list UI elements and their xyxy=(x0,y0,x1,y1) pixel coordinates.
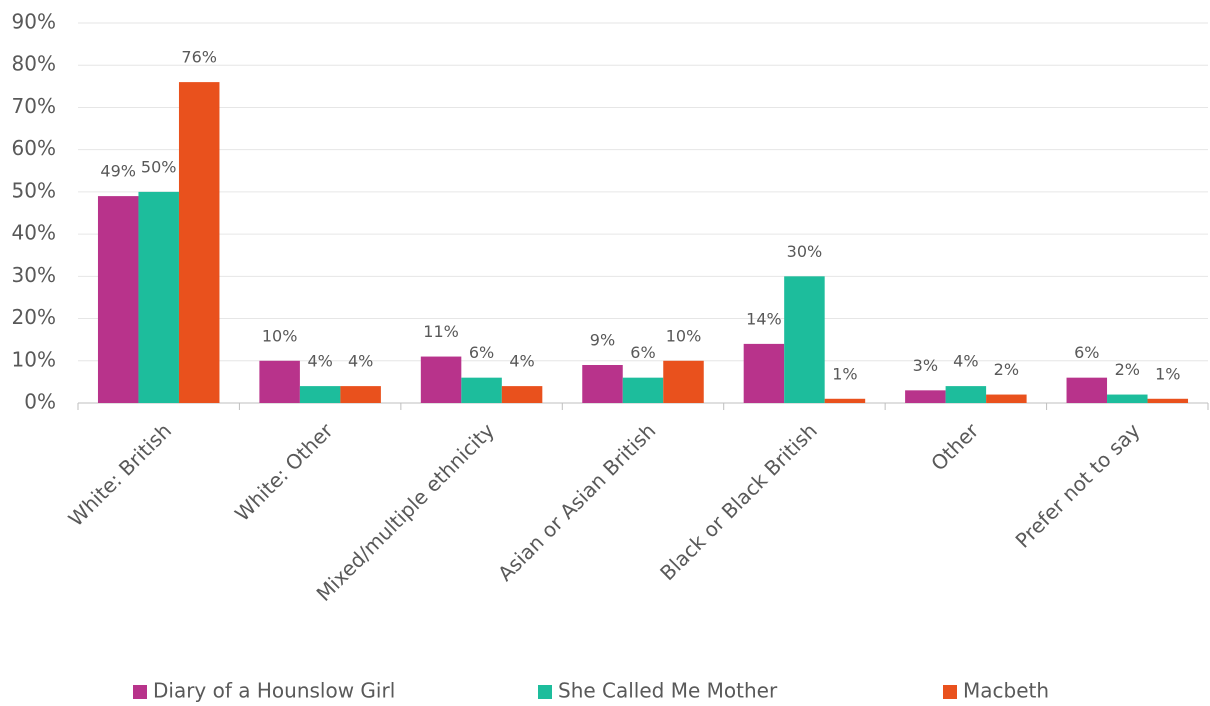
value-label: 10% xyxy=(262,326,298,345)
value-label: 6% xyxy=(469,343,494,362)
bar xyxy=(420,356,462,403)
x-tick-label: Prefer not to say xyxy=(1011,418,1145,552)
bar xyxy=(178,82,220,403)
bar xyxy=(824,398,866,403)
y-tick-label: 40% xyxy=(12,221,56,245)
bar xyxy=(1107,394,1148,403)
x-tick-label: White: Other xyxy=(230,418,338,526)
y-tick-label: 30% xyxy=(12,263,56,287)
bar xyxy=(461,377,502,403)
x-tick-label: Mixed/multiple ethnicity xyxy=(312,418,500,606)
value-label: 49% xyxy=(100,162,136,181)
y-tick-label: 10% xyxy=(12,347,56,371)
bar xyxy=(986,394,1027,403)
bar xyxy=(945,386,987,403)
bar xyxy=(501,386,543,403)
y-tick-label: 70% xyxy=(12,94,56,118)
y-tick-label: 20% xyxy=(12,305,56,329)
x-tick-label: White: British xyxy=(64,418,177,531)
value-label: 4% xyxy=(307,352,332,371)
value-label: 76% xyxy=(181,48,217,67)
y-tick-label: 80% xyxy=(12,52,56,76)
value-label: 10% xyxy=(666,326,702,345)
x-tick-label: Black or Black British xyxy=(655,418,822,585)
value-label: 3% xyxy=(913,356,938,375)
bar xyxy=(622,377,664,403)
y-tick-label: 0% xyxy=(24,390,56,414)
value-label: 14% xyxy=(746,309,782,328)
bar xyxy=(1147,398,1189,403)
value-label: 9% xyxy=(590,331,615,350)
bar xyxy=(582,365,623,403)
value-label: 2% xyxy=(994,360,1019,379)
value-label: 4% xyxy=(953,352,978,371)
legend-label: Macbeth xyxy=(963,679,1049,703)
legend-label: She Called Me Mother xyxy=(558,679,778,703)
bar xyxy=(1066,377,1108,403)
bar xyxy=(340,386,381,403)
value-label: 6% xyxy=(1074,343,1099,362)
bar xyxy=(97,196,139,403)
legend-swatch xyxy=(943,685,957,699)
legend-label: Diary of a Hounslow Girl xyxy=(153,679,395,703)
value-label: 2% xyxy=(1115,360,1140,379)
legend-swatch xyxy=(133,685,147,699)
x-tick-label: Other xyxy=(926,418,984,476)
value-label: 4% xyxy=(348,352,373,371)
y-tick-label: 90% xyxy=(12,10,56,34)
bar xyxy=(138,191,179,403)
value-label: 6% xyxy=(630,343,655,362)
bar xyxy=(905,390,946,403)
bar xyxy=(743,343,785,403)
y-tick-label: 60% xyxy=(12,136,56,160)
value-label: 1% xyxy=(832,364,857,383)
bar xyxy=(299,386,341,403)
value-label: 50% xyxy=(141,157,177,176)
value-label: 4% xyxy=(509,352,534,371)
legend-swatch xyxy=(538,685,552,699)
x-tick-label: Asian or Asian British xyxy=(493,418,660,585)
bar xyxy=(663,360,704,403)
y-tick-label: 50% xyxy=(12,178,56,202)
bar xyxy=(259,360,300,403)
value-label: 11% xyxy=(423,322,459,341)
value-label: 30% xyxy=(787,242,823,261)
bar xyxy=(784,276,825,403)
value-label: 1% xyxy=(1155,364,1180,383)
